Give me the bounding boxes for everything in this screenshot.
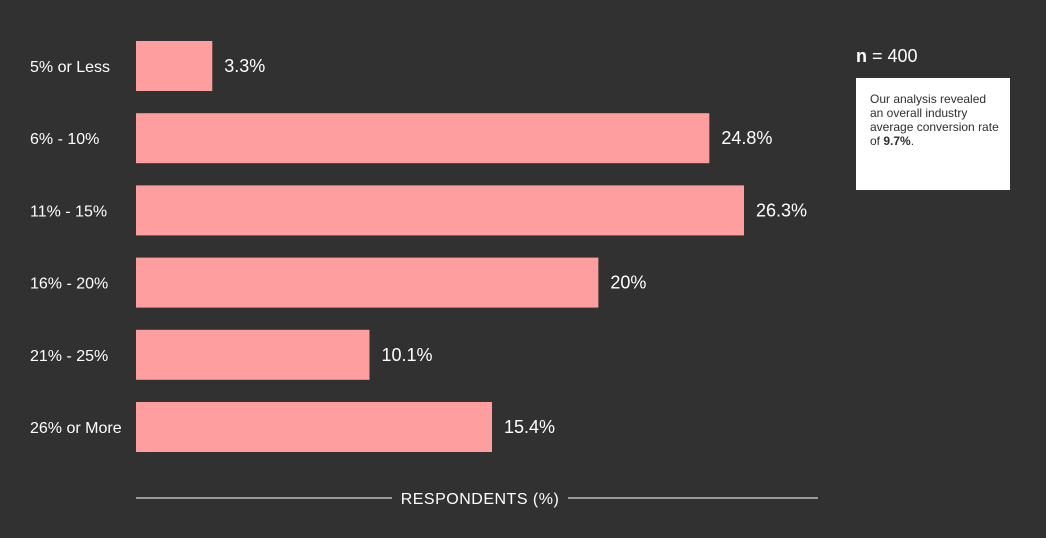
value-label: 3.3%: [224, 56, 265, 76]
value-label: 10.1%: [381, 345, 432, 365]
x-axis-title: RESPONDENTS (%): [401, 491, 560, 508]
value-label: 15.4%: [504, 417, 555, 437]
category-label: 21% - 25%: [30, 348, 108, 365]
sample-size-symbol: n: [856, 46, 867, 66]
category-label: 16% - 20%: [30, 276, 108, 293]
annotation-box: Our analysis revealed an overall industr…: [856, 78, 1010, 190]
bar: [136, 257, 599, 308]
bar: [136, 402, 493, 452]
bar: [136, 329, 370, 380]
category-label: 11% - 15%: [30, 203, 107, 220]
sample-size-label: n = 400: [856, 46, 918, 67]
bar: [136, 41, 213, 91]
x-axis: RESPONDENTS (%): [136, 491, 818, 508]
value-label: 20%: [610, 273, 646, 293]
annotation-highlight: 9.7%: [883, 134, 911, 148]
bar: [136, 185, 744, 236]
category-label: 5% or Less: [30, 59, 110, 76]
value-label: 24.8%: [721, 128, 772, 148]
category-label: 26% or More: [30, 420, 122, 437]
category-label: 6% - 10%: [30, 131, 99, 148]
annotation-suffix: .: [910, 134, 915, 148]
bar: [136, 113, 710, 164]
sample-size-value: = 400: [867, 46, 918, 66]
value-label: 26.3%: [756, 200, 807, 220]
annotation-text: Our analysis revealed an overall industr…: [870, 92, 999, 148]
